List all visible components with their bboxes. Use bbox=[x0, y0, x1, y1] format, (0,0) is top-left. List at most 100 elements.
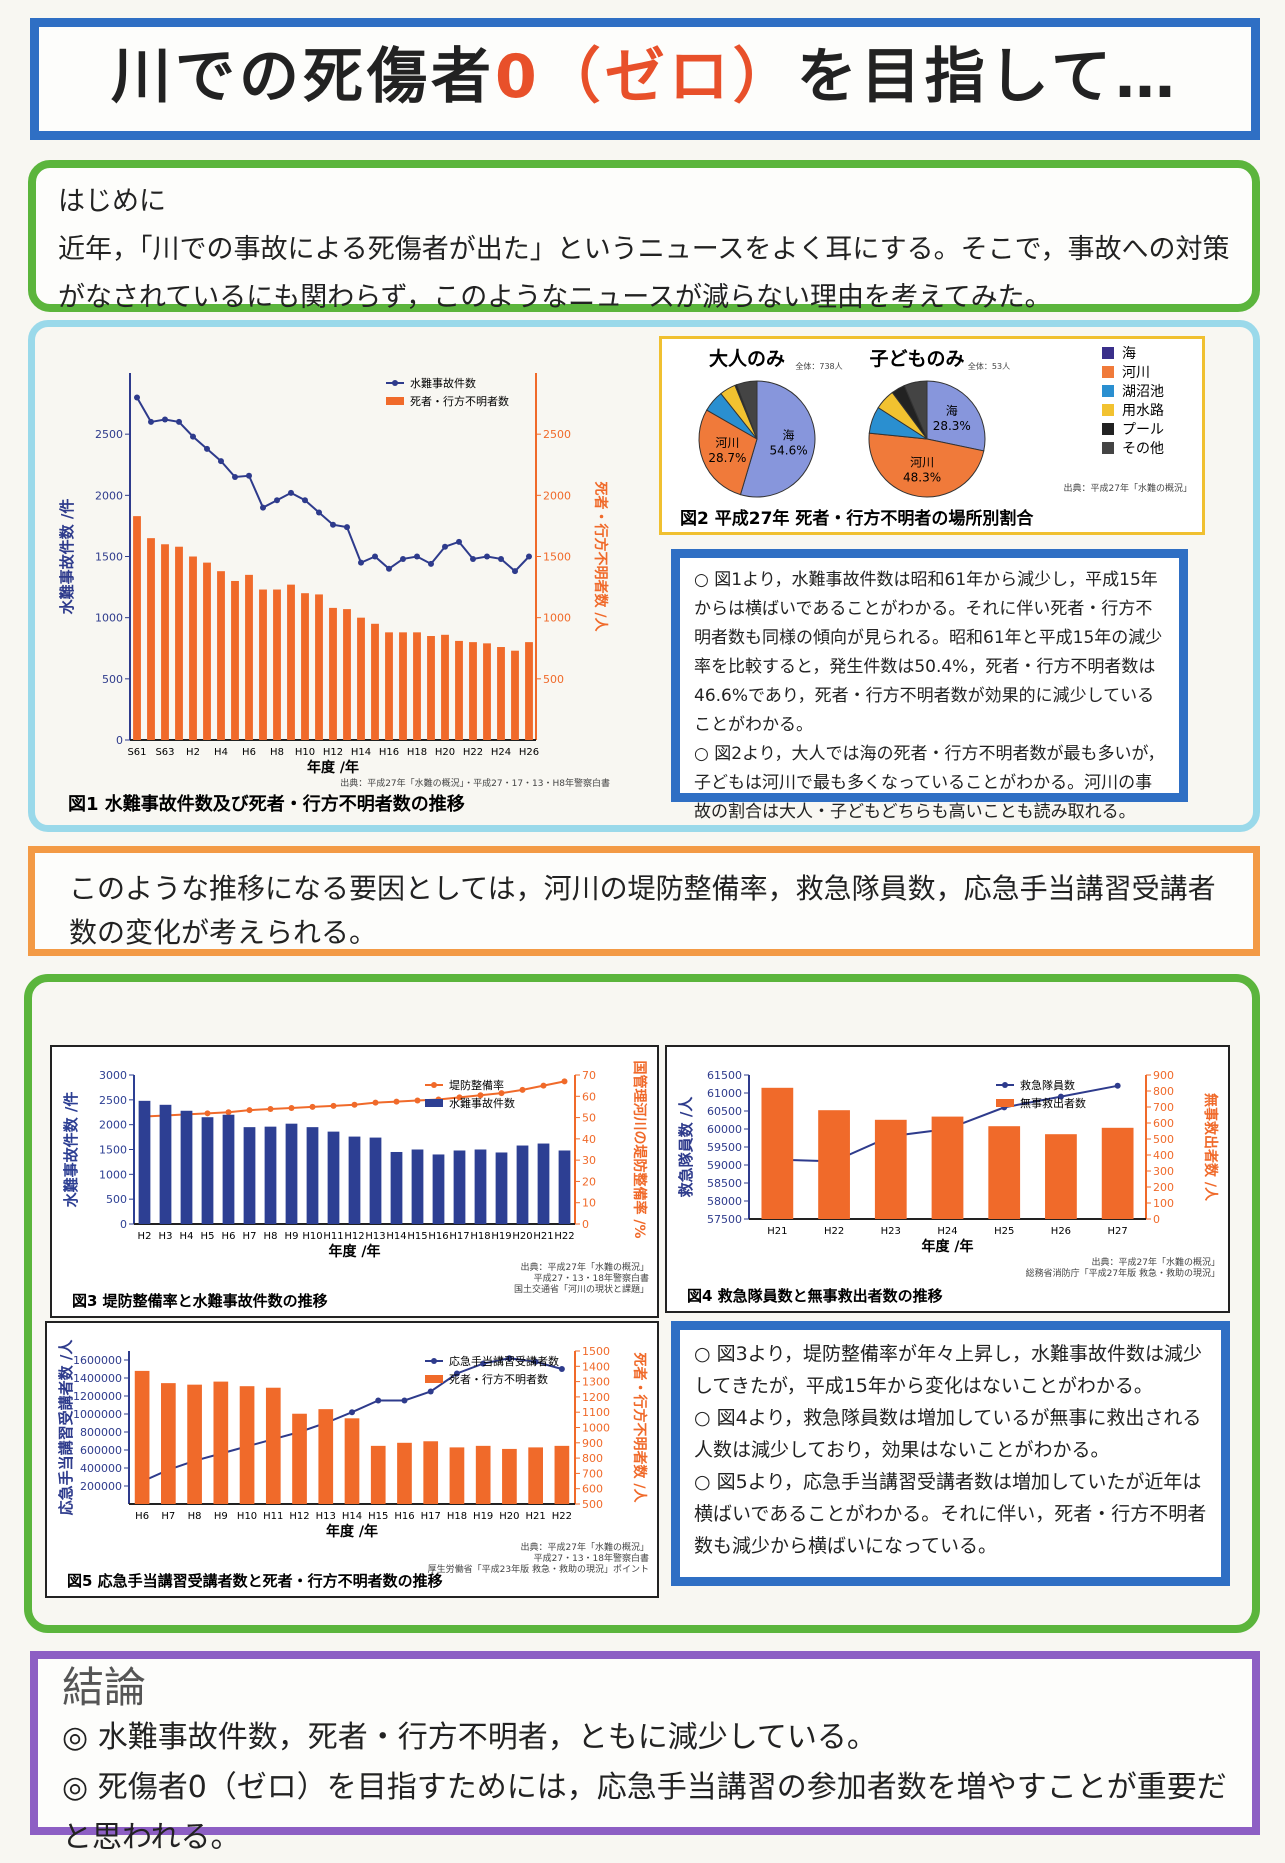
y2-tick-label: 200 bbox=[1153, 1181, 1174, 1194]
x-tick-label: H12 bbox=[344, 1231, 364, 1242]
bar bbox=[423, 1441, 439, 1504]
x-tick-label: H13 bbox=[316, 1511, 336, 1522]
x-tick-label: H16 bbox=[394, 1511, 414, 1522]
legend-label: 無事救出者数 bbox=[1020, 1096, 1086, 1110]
bar bbox=[385, 632, 393, 740]
y-tick-label: 1400000 bbox=[73, 1372, 122, 1385]
bar bbox=[558, 1150, 571, 1224]
y2-axis-label: 国管理河川の堤防整備率 /% bbox=[631, 1060, 648, 1238]
intro-box: はじめに 近年，「川での事故による死傷者が出た」というニュースをよく耳にする。そ… bbox=[28, 160, 1260, 313]
point bbox=[274, 497, 280, 504]
bar bbox=[159, 1104, 172, 1224]
bar bbox=[469, 642, 477, 740]
x-tick-label: H12 bbox=[289, 1511, 309, 1522]
point bbox=[428, 560, 434, 567]
x-tick-label: H4 bbox=[180, 1231, 194, 1242]
y-tick-label: 59000 bbox=[707, 1159, 742, 1172]
bar bbox=[147, 538, 155, 740]
bar bbox=[370, 1445, 386, 1504]
legend-swatch bbox=[392, 380, 398, 386]
bar bbox=[369, 1137, 382, 1224]
y-tick-label: 800000 bbox=[80, 1426, 122, 1439]
x-tick-label: H3 bbox=[159, 1231, 173, 1242]
y2-tick-label: 800 bbox=[1153, 1085, 1174, 1098]
legend-label: 水難事故件数 bbox=[449, 1096, 515, 1110]
x-tick-label: H16 bbox=[379, 747, 399, 758]
bar bbox=[554, 1445, 570, 1504]
point bbox=[519, 1086, 526, 1093]
point bbox=[134, 394, 140, 401]
x-tick-label: H6 bbox=[135, 1511, 149, 1522]
y2-tick-label: 2500 bbox=[543, 428, 571, 441]
y2-tick-label: 2000 bbox=[543, 489, 571, 502]
point bbox=[288, 489, 294, 496]
bar bbox=[301, 593, 309, 740]
chart-title: 図1 水難事故件数及び死者・行方不明者数の推移 bbox=[68, 793, 465, 815]
x-tick-label: H12 bbox=[323, 747, 343, 758]
y-tick-label: 0 bbox=[116, 734, 123, 747]
source: 出典：平成27年「水難の概況」 bbox=[1092, 1256, 1220, 1268]
bar bbox=[287, 584, 295, 740]
analysis-text: 図5より，応急手当講習受講者数は増加していたが近年は横ばいであることがわかる。そ… bbox=[694, 1466, 1207, 1562]
x-tick-label: H11 bbox=[263, 1511, 283, 1522]
y-tick-label: 1000000 bbox=[73, 1408, 122, 1421]
legend-label: 水難事故件数 bbox=[410, 376, 476, 390]
x-tick-label: H8 bbox=[270, 747, 284, 758]
bar bbox=[203, 562, 211, 740]
point bbox=[375, 1397, 382, 1404]
bar bbox=[413, 632, 421, 740]
y-tick-label: 1000 bbox=[95, 612, 123, 625]
point bbox=[1057, 1093, 1064, 1100]
x-tick-label: H26 bbox=[519, 747, 539, 758]
x-tick-label: H22 bbox=[463, 747, 483, 758]
bar bbox=[292, 1413, 307, 1504]
bar bbox=[475, 1445, 491, 1504]
y-tick-label: 1200000 bbox=[73, 1390, 122, 1403]
bar bbox=[133, 516, 141, 740]
x-tick-label: H8 bbox=[188, 1511, 202, 1522]
x-tick-label: H7 bbox=[161, 1511, 175, 1522]
point bbox=[386, 565, 392, 572]
bar bbox=[495, 1152, 508, 1224]
slice-category: 河川 bbox=[910, 456, 934, 470]
pie-name: 大人のみ bbox=[709, 347, 785, 370]
y2-tick-label: 600 bbox=[582, 1483, 603, 1496]
bar bbox=[931, 1116, 964, 1219]
legend-label: 河川 bbox=[1122, 365, 1150, 381]
x-tick-label: H8 bbox=[264, 1231, 278, 1242]
point bbox=[498, 555, 504, 562]
x-tick-label: H22 bbox=[552, 1511, 572, 1522]
pie-slice bbox=[903, 380, 928, 440]
point bbox=[372, 1099, 379, 1106]
legend-label: 死者・行方不明者数 bbox=[410, 394, 509, 408]
point bbox=[414, 553, 420, 560]
bar bbox=[427, 636, 435, 740]
point bbox=[453, 1370, 460, 1377]
point bbox=[218, 458, 224, 465]
y2-tick-label: 50 bbox=[582, 1112, 596, 1125]
point bbox=[456, 538, 462, 545]
legend-swatch bbox=[431, 1082, 437, 1088]
point bbox=[526, 553, 532, 560]
pie-slice bbox=[739, 380, 816, 498]
slice-category: 海 bbox=[946, 403, 958, 418]
y-tick-label: 58500 bbox=[707, 1177, 742, 1190]
y2-tick-label: 0 bbox=[1153, 1213, 1160, 1226]
bar bbox=[327, 1131, 340, 1224]
pie-slice bbox=[926, 380, 986, 452]
conclusion-heading: 結論 bbox=[62, 1663, 147, 1712]
point bbox=[309, 1103, 316, 1110]
point bbox=[330, 521, 336, 528]
analysis-text: 図1より，水難事故件数は昭和61年から減少し，平成15年からは横ばいであることが… bbox=[694, 566, 1165, 740]
x-tick-label: S61 bbox=[127, 747, 146, 758]
bar bbox=[818, 1110, 850, 1219]
y2-tick-label: 1400 bbox=[582, 1360, 610, 1373]
y-axis-label: 水難事故件数 /件 bbox=[58, 499, 76, 615]
x-tick-label: H20 bbox=[512, 1231, 532, 1242]
x-tick-label: H21 bbox=[526, 1511, 546, 1522]
legend-swatch bbox=[1102, 423, 1114, 435]
x-tick-label: H10 bbox=[302, 1231, 322, 1242]
source: 出典：平成27年「水難の概況」・平成27・17・13・H8年警察白書 bbox=[340, 777, 610, 789]
data-label: 48.3% bbox=[903, 471, 941, 485]
